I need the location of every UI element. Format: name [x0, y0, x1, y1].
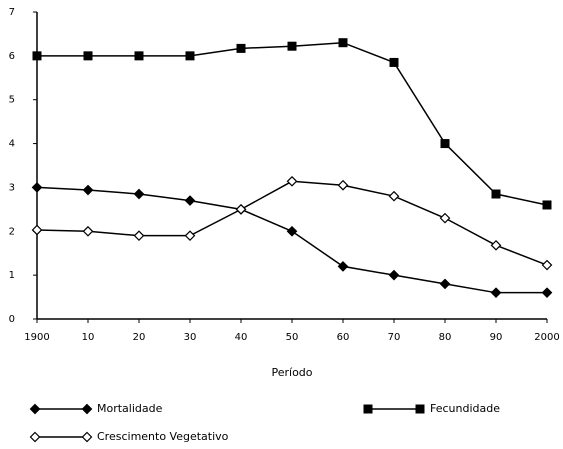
series-line [36, 186, 547, 294]
series-line [36, 180, 548, 266]
point [32, 51, 42, 61]
y-tick-label: 7 [9, 7, 15, 18]
point [82, 225, 94, 237]
y-tick-label: 4 [9, 139, 15, 150]
y-tick-label: 1 [9, 270, 15, 281]
point [236, 43, 246, 53]
legend-marker [81, 431, 93, 443]
point [389, 57, 399, 67]
point [31, 182, 43, 193]
legend-marker [29, 431, 41, 443]
point [490, 239, 502, 251]
legend-marker [415, 404, 425, 414]
x-tick-label: 90 [490, 332, 503, 343]
point [541, 259, 553, 271]
x-tick-label: 40 [235, 332, 248, 343]
point [440, 139, 450, 149]
point [286, 175, 298, 187]
x-tick-label: 20 [133, 332, 146, 343]
point [439, 278, 451, 290]
x-tick-label: 70 [388, 332, 401, 343]
point [31, 224, 43, 236]
point [82, 184, 94, 196]
point [542, 200, 552, 210]
point [185, 51, 195, 61]
point [133, 230, 145, 242]
legend-marker [29, 403, 41, 415]
x-tick-label: 1900 [24, 332, 49, 343]
y-tick-label: 2 [9, 226, 15, 237]
point [286, 225, 298, 237]
point [337, 179, 349, 191]
point [287, 41, 297, 51]
point [337, 261, 349, 272]
x-tick-label: 30 [184, 332, 197, 343]
point [491, 189, 501, 199]
point [490, 287, 502, 299]
y-tick-label: 0 [9, 314, 15, 325]
point [133, 188, 145, 200]
y-tick-label: 6 [9, 51, 15, 62]
y-tick-label: 3 [9, 182, 15, 193]
x-axis-label: Período [271, 366, 312, 379]
legend-label: Mortalidade [97, 402, 163, 415]
point [184, 230, 196, 242]
legend-label: Crescimento Vegetativo [97, 430, 229, 443]
legend-marker [363, 404, 373, 414]
legend-label: Fecundidade [430, 402, 500, 415]
x-tick-label: 10 [82, 332, 95, 343]
x-tick-label: 50 [286, 332, 299, 343]
point [388, 269, 400, 281]
point [541, 287, 553, 299]
point [388, 190, 400, 202]
y-tick-label: 5 [9, 95, 15, 106]
point [235, 204, 247, 215]
legend-marker [81, 403, 93, 415]
point [439, 212, 451, 224]
x-tick-label: 80 [439, 332, 452, 343]
x-tick-label: 60 [337, 332, 350, 343]
point [184, 195, 196, 206]
x-tick-label: 2000 [534, 332, 559, 343]
point [338, 38, 348, 48]
point [83, 51, 93, 61]
point [134, 51, 144, 61]
